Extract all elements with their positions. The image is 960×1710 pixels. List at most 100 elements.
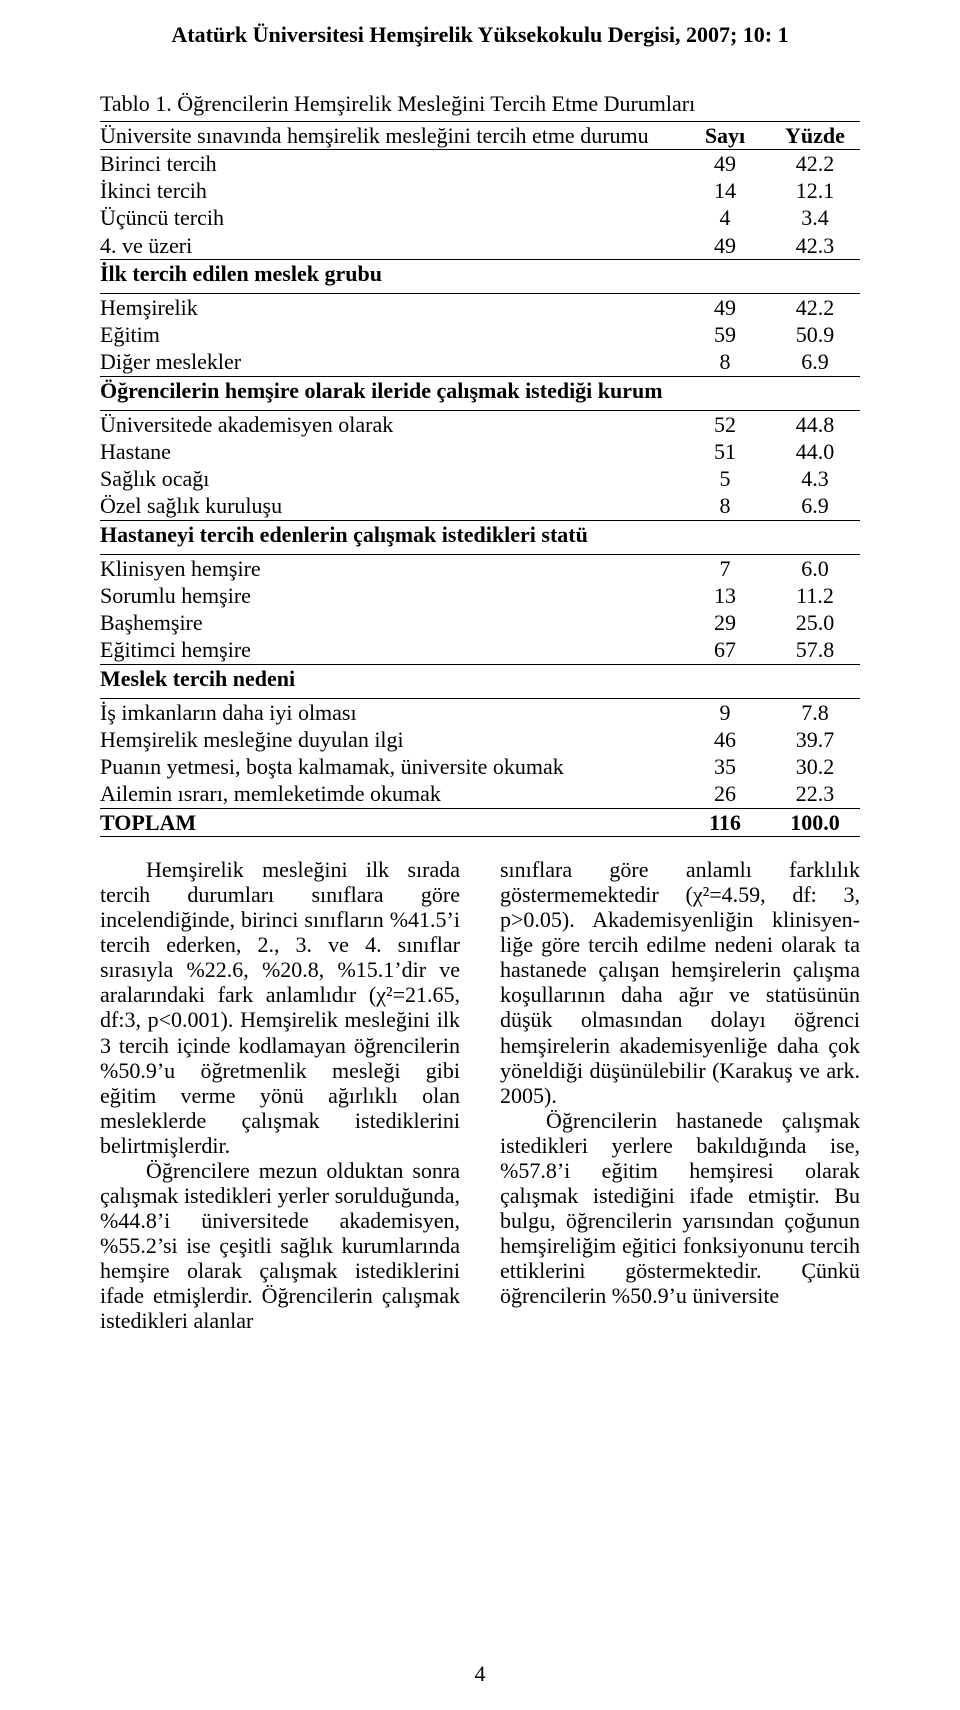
cell-num: 51 (680, 438, 770, 465)
cell-label: Hastane (100, 438, 680, 465)
journal-header: Atatürk Üniversitesi Hemşirelik Yüksekok… (100, 22, 860, 47)
cell-num: 46 (680, 726, 770, 753)
total-row: TOPLAM 116 100.0 (100, 808, 860, 836)
cell-num: 22.3 (770, 780, 860, 808)
col-header-yuzde: Yüzde (770, 121, 860, 149)
body-paragraph: Öğrencilerin hastanede çalışmak istedikl… (500, 1108, 860, 1309)
cell-label: Ailemin ısrarı, memleketimde okumak (100, 780, 680, 808)
cell-label: İkinci tercih (100, 177, 680, 204)
body-right-column: sınıflara göre anlamlı farklılık gösterm… (500, 857, 860, 1333)
cell-num: 7.8 (770, 698, 860, 726)
cell-num: 6.0 (770, 554, 860, 582)
section-heading: Hastaneyi tercih edenlerin çalışmak iste… (100, 520, 860, 548)
body-columns: Hemşirelik mesleğini ilk sırada tercih d… (100, 857, 860, 1333)
cell-num: 4.3 (770, 465, 860, 492)
cell-label: Birinci tercih (100, 149, 680, 177)
table-row: Eğitim5950.9 (100, 321, 860, 348)
cell-num: 25.0 (770, 609, 860, 636)
cell-num: 50.9 (770, 321, 860, 348)
cell-num: 7 (680, 554, 770, 582)
cell-num: 44.8 (770, 410, 860, 438)
table-row: Klinisyen hemşire76.0 (100, 554, 860, 582)
cell-num: 49 (680, 293, 770, 321)
section-heading-row: İlk tercih edilen meslek grubu (100, 260, 860, 288)
cell-num: 26 (680, 780, 770, 808)
section-heading-row: Öğrencilerin hemşire olarak ileride çalı… (100, 376, 860, 404)
cell-num: 42.3 (770, 232, 860, 260)
cell-num: 42.2 (770, 293, 860, 321)
table-row: 4. ve üzeri4942.3 (100, 232, 860, 260)
data-table: Üniversite sınavında hemşirelik mesleğin… (100, 121, 860, 837)
cell-num: 29 (680, 609, 770, 636)
table-row: Sağlık ocağı54.3 (100, 465, 860, 492)
table-row: Hemşirelik4942.2 (100, 293, 860, 321)
cell-label: Üçüncü tercih (100, 204, 680, 231)
section-heading: Meslek tercih nedeni (100, 664, 860, 692)
cell-num: 13 (680, 582, 770, 609)
table-row: İş imkanların daha iyi olması97.8 (100, 698, 860, 726)
table-row: Hastane5144.0 (100, 438, 860, 465)
cell-label: Eğitimci hemşire (100, 636, 680, 664)
cell-num: 44.0 (770, 438, 860, 465)
total-num: 116 (680, 808, 770, 836)
cell-num: 39.7 (770, 726, 860, 753)
table-row: Üçüncü tercih43.4 (100, 204, 860, 231)
table-caption: Tablo 1. Öğrencilerin Hemşirelik Mesleği… (100, 91, 860, 116)
table-row: Hemşirelik mesleğine duyulan ilgi4639.7 (100, 726, 860, 753)
cell-num: 35 (680, 753, 770, 780)
cell-num: 59 (680, 321, 770, 348)
cell-label: Sorumlu hemşire (100, 582, 680, 609)
cell-label: 4. ve üzeri (100, 232, 680, 260)
cell-num: 6.9 (770, 348, 860, 376)
table-header-row: Üniversite sınavında hemşirelik mesleğin… (100, 121, 860, 149)
cell-num: 67 (680, 636, 770, 664)
cell-label: Üniversitede akademisyen olarak (100, 410, 680, 438)
total-label: TOPLAM (100, 808, 680, 836)
section-heading-row: Meslek tercih nedeni (100, 664, 860, 692)
cell-label: İş imkanların daha iyi olması (100, 698, 680, 726)
table-row: Üniversitede akademisyen olarak5244.8 (100, 410, 860, 438)
body-paragraph: Hemşirelik mesleğini ilk sırada tercih d… (100, 857, 460, 1158)
body-paragraph: sınıflara göre anlamlı farklılık gösterm… (500, 857, 860, 1108)
table-row: Sorumlu hemşire1311.2 (100, 582, 860, 609)
col-header-label: Üniversite sınavında hemşirelik mesleğin… (100, 121, 680, 149)
cell-num: 57.8 (770, 636, 860, 664)
page-number: 4 (0, 1661, 960, 1686)
cell-label: Puanın yetmesi, boşta kalmamak, üniversi… (100, 753, 680, 780)
body-left-column: Hemşirelik mesleğini ilk sırada tercih d… (100, 857, 460, 1333)
cell-num: 8 (680, 348, 770, 376)
cell-label: Klinisyen hemşire (100, 554, 680, 582)
body-paragraph: Öğrencilere mezun olduktan sonra çalışma… (100, 1158, 460, 1334)
cell-num: 9 (680, 698, 770, 726)
cell-num: 3.4 (770, 204, 860, 231)
section-heading: Öğrencilerin hemşire olarak ileride çalı… (100, 376, 860, 404)
cell-num: 5 (680, 465, 770, 492)
table-row: Başhemşire2925.0 (100, 609, 860, 636)
table-row: İkinci tercih1412.1 (100, 177, 860, 204)
table-row: Diğer meslekler86.9 (100, 348, 860, 376)
cell-num: 42.2 (770, 149, 860, 177)
table-row: Özel sağlık kuruluşu86.9 (100, 492, 860, 520)
cell-label: Eğitim (100, 321, 680, 348)
table-row: Puanın yetmesi, boşta kalmamak, üniversi… (100, 753, 860, 780)
cell-label: Özel sağlık kuruluşu (100, 492, 680, 520)
table-row: Birinci tercih4942.2 (100, 149, 860, 177)
cell-num: 52 (680, 410, 770, 438)
cell-label: Diğer meslekler (100, 348, 680, 376)
cell-num: 12.1 (770, 177, 860, 204)
total-num: 100.0 (770, 808, 860, 836)
cell-num: 6.9 (770, 492, 860, 520)
table-row: Ailemin ısrarı, memleketimde okumak2622.… (100, 780, 860, 808)
cell-num: 11.2 (770, 582, 860, 609)
section-heading: İlk tercih edilen meslek grubu (100, 260, 860, 288)
cell-num: 49 (680, 149, 770, 177)
cell-num: 30.2 (770, 753, 860, 780)
cell-label: Hemşirelik (100, 293, 680, 321)
cell-num: 8 (680, 492, 770, 520)
cell-num: 14 (680, 177, 770, 204)
cell-label: Başhemşire (100, 609, 680, 636)
cell-label: Hemşirelik mesleğine duyulan ilgi (100, 726, 680, 753)
table-row: Eğitimci hemşire6757.8 (100, 636, 860, 664)
col-header-sayi: Sayı (680, 121, 770, 149)
cell-num: 49 (680, 232, 770, 260)
